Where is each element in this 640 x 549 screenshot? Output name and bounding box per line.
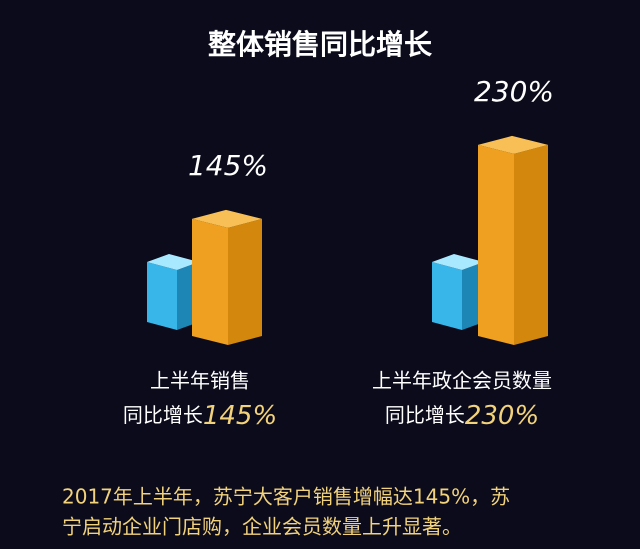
baseline-cube-front <box>432 262 462 330</box>
bar-front <box>478 144 514 345</box>
sublabel-text: 同比增长 <box>385 403 465 427</box>
bar <box>192 209 262 345</box>
baseline-cube-front <box>147 262 177 330</box>
value-label: 230% <box>474 75 554 108</box>
sublabel-text: 同比增长 <box>123 403 203 427</box>
bar-top <box>192 209 262 228</box>
sublabel-value: 145% <box>203 401 277 431</box>
chart-title: 整体销售同比增长 <box>208 28 432 61</box>
baseline-cube <box>147 254 199 330</box>
bar <box>478 135 548 345</box>
baseline-cube-top <box>147 254 199 270</box>
baseline-cube <box>432 254 484 330</box>
category-sublabel: 同比增长145% <box>123 401 277 431</box>
footer-line: 宁启动企业门店购，企业会员数量上升显著。 <box>62 515 462 539</box>
bar-side <box>514 144 548 345</box>
footer-line: 2017年上半年，苏宁大客户销售增幅达145%，苏 <box>62 485 510 509</box>
bar-side <box>228 218 262 345</box>
bar-front <box>192 218 228 345</box>
category-label: 上半年政企会员数量 <box>372 369 552 393</box>
baseline-cube-top <box>432 254 484 270</box>
value-label: 145% <box>188 149 268 182</box>
sublabel-value: 230% <box>465 401 539 431</box>
category-label: 上半年销售 <box>150 369 250 393</box>
category-sublabel: 同比增长230% <box>385 401 539 431</box>
bar-top <box>478 135 548 154</box>
